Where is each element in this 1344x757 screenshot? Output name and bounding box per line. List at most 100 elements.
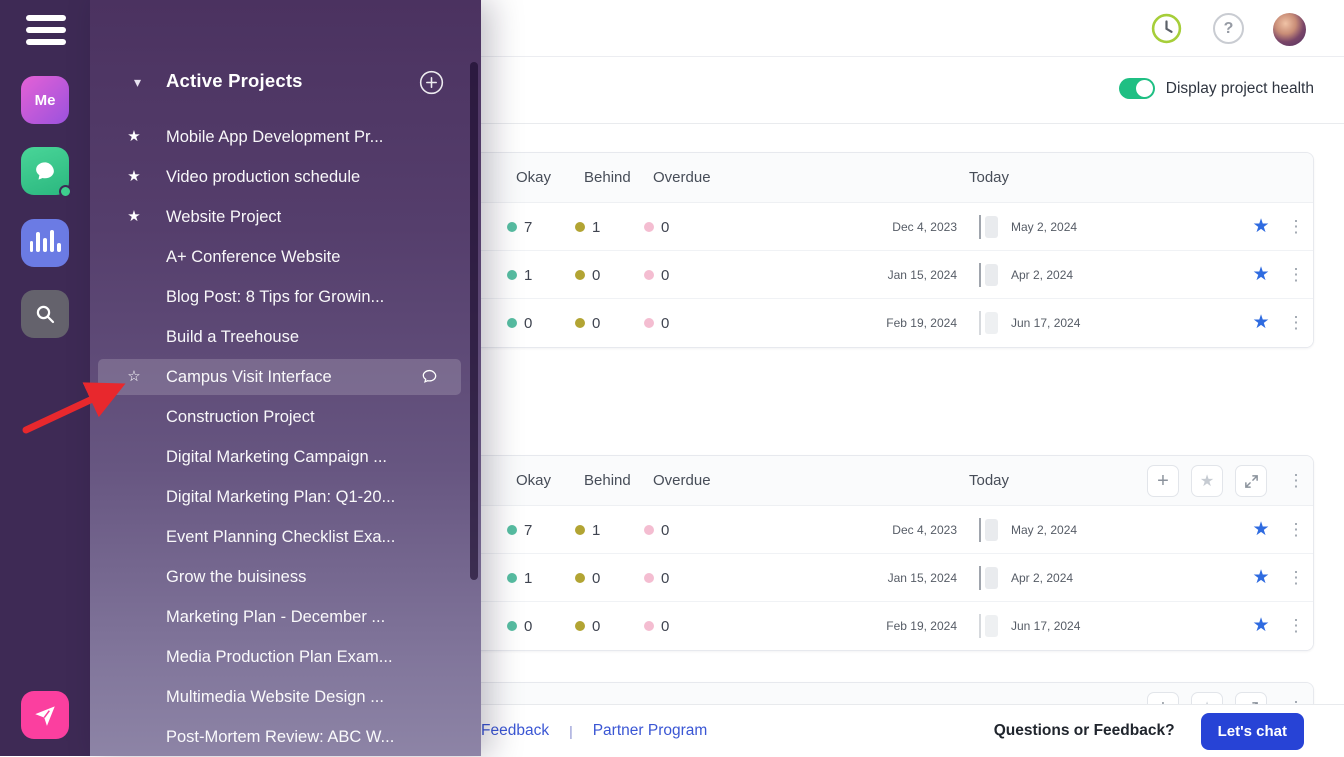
star-icon[interactable]: ★	[1252, 216, 1270, 237]
sidebar-item-label: Post-Mortem Review: ABC W...	[166, 728, 395, 746]
partner-program-link[interactable]: Partner Program	[592, 722, 708, 739]
app-launcher-icon	[35, 706, 55, 726]
sidebar-item-label: Website Project	[166, 208, 282, 226]
footer-right: Questions or Feedback? Let's chat	[994, 705, 1304, 757]
clock-icon[interactable]	[1151, 13, 1182, 44]
help-icon[interactable]: ?	[1213, 13, 1244, 44]
kebab-menu-icon[interactable]: ⋮	[1287, 265, 1305, 284]
me-avatar-button[interactable]: Me	[21, 76, 69, 124]
star-icon[interactable]: ★	[127, 128, 141, 145]
star-icon[interactable]: ★	[1252, 615, 1270, 636]
project-health-toggle-group: Display project health	[1118, 78, 1314, 99]
behind-dot-icon	[575, 270, 585, 280]
sidebar-item-project[interactable]: ★ Video production schedule	[90, 157, 481, 197]
sidebar-item-project[interactable]: Blog Post: 8 Tips for Growin...	[90, 277, 481, 317]
star-icon[interactable]: ★	[1252, 264, 1270, 285]
column-today: Today	[969, 169, 1010, 186]
behind-cell: 0	[575, 299, 600, 347]
kebab-menu-icon[interactable]: ⋮	[1287, 520, 1305, 539]
kebab-menu-icon[interactable]: ⋮	[1287, 217, 1305, 236]
search-nav-button[interactable]	[21, 290, 69, 338]
display-project-health-toggle[interactable]	[1118, 78, 1155, 99]
sidebar-item-label: Digital Marketing Plan: Q1-20...	[166, 488, 396, 506]
expand-button[interactable]	[1235, 465, 1267, 497]
column-behind: Behind	[584, 472, 631, 489]
star-icon[interactable]: ★	[1252, 519, 1270, 540]
footer-divider: |	[569, 723, 573, 739]
behind-cell: 1	[575, 203, 600, 251]
start-date: Dec 4, 2023	[892, 220, 957, 234]
chat-nav-button[interactable]	[21, 147, 72, 198]
sidebar-item-label: Grow the buisiness	[166, 568, 307, 586]
user-avatar[interactable]	[1273, 13, 1306, 46]
sidebar-item-project[interactable]: Marketing Plan - December ...	[90, 597, 481, 637]
okay-dot-icon	[507, 573, 517, 583]
sidebar-item-project[interactable]: Post-Mortem Review: ABC W...	[90, 717, 481, 757]
sidebar-item-project-selected[interactable]: ☆ Campus Visit Interface	[90, 357, 481, 397]
lets-chat-button[interactable]: Let's chat	[1200, 712, 1304, 750]
sidebar-item-label: Mobile App Development Pr...	[166, 128, 384, 146]
kebab-menu-icon[interactable]: ⋮	[1287, 313, 1305, 332]
star-outline-icon[interactable]: ☆	[127, 368, 141, 385]
star-button[interactable]: ★	[1191, 465, 1223, 497]
sidebar-item-project[interactable]: Grow the buisiness	[90, 557, 481, 597]
timeline-marker-icon	[979, 215, 999, 239]
metrics-nav-button[interactable]	[21, 219, 69, 267]
plus-circle-icon	[419, 70, 444, 95]
sidebar-item-project[interactable]: ★ Website Project	[90, 197, 481, 237]
overdue-dot-icon	[644, 318, 654, 328]
sidebar-item-project[interactable]: Digital Marketing Campaign ...	[90, 437, 481, 477]
kebab-menu-icon[interactable]: ⋮	[1287, 616, 1305, 635]
page-subheader: Display project health	[90, 57, 1344, 124]
sidebar-item-project[interactable]: ★ Mobile App Development Pr...	[90, 117, 481, 157]
sidebar-item-project[interactable]: A+ Conference Website	[90, 237, 481, 277]
okay-dot-icon	[507, 270, 517, 280]
okay-dot-icon	[507, 525, 517, 535]
sidebar-item-project[interactable]: Construction Project	[90, 397, 481, 437]
comment-icon[interactable]	[420, 367, 439, 391]
overdue-dot-icon	[644, 525, 654, 535]
feedback-link[interactable]: Feedback	[481, 722, 550, 739]
end-date: Jun 17, 2024	[1011, 316, 1081, 330]
footer-links: Feedback | Partner Program	[481, 705, 707, 757]
behind-dot-icon	[575, 525, 585, 535]
column-today: Today	[969, 472, 1010, 489]
star-icon[interactable]: ★	[127, 208, 141, 225]
chevron-down-icon[interactable]: ▾	[134, 74, 142, 90]
okay-cell: 1	[507, 554, 532, 602]
sidebar-item-project[interactable]: Media Production Plan Exam...	[90, 637, 481, 677]
sidebar-item-project[interactable]: Event Planning Checklist Exa...	[90, 517, 481, 557]
clock-icon	[1151, 13, 1182, 44]
star-icon[interactable]: ★	[1252, 567, 1270, 588]
okay-cell: 1	[507, 251, 532, 299]
timeline-marker-icon	[979, 614, 999, 638]
behind-cell: 1	[575, 506, 600, 554]
sidebar-item-project[interactable]: Build a Treehouse	[90, 317, 481, 357]
overdue-cell: 0	[644, 602, 669, 650]
behind-dot-icon	[575, 318, 585, 328]
kebab-menu-icon[interactable]: ⋮	[1287, 568, 1305, 587]
timeline-marker-icon	[979, 263, 999, 287]
hamburger-menu-icon[interactable]	[26, 15, 66, 45]
overdue-cell: 0	[644, 554, 669, 602]
app-launcher-button[interactable]	[21, 691, 69, 739]
column-okay: Okay	[516, 472, 552, 489]
end-date: Apr 2, 2024	[1011, 268, 1074, 282]
kebab-menu-icon[interactable]: ⋮	[1287, 471, 1305, 490]
sidebar-item-project[interactable]: Digital Marketing Plan: Q1-20...	[90, 477, 481, 517]
top-bar: ?	[90, 0, 1344, 57]
sidebar-item-label: Multimedia Website Design ...	[166, 688, 384, 706]
sidebar-item-project[interactable]: Multimedia Website Design ...	[90, 677, 481, 717]
add-button[interactable]: +	[1147, 465, 1179, 497]
sidebar-item-label: Build a Treehouse	[166, 328, 300, 346]
sidebar-item-label: Blog Post: 8 Tips for Growin...	[166, 288, 385, 306]
star-icon[interactable]: ★	[1252, 312, 1270, 333]
end-date: Jun 17, 2024	[1011, 619, 1081, 633]
me-label: Me	[34, 91, 56, 109]
okay-cell: 0	[507, 602, 532, 650]
sidebar-item-label: Event Planning Checklist Exa...	[166, 528, 396, 546]
add-project-button[interactable]	[419, 70, 444, 100]
flyout-scrollbar[interactable]	[470, 62, 478, 580]
star-icon[interactable]: ★	[127, 168, 141, 185]
overdue-cell: 0	[644, 299, 669, 347]
